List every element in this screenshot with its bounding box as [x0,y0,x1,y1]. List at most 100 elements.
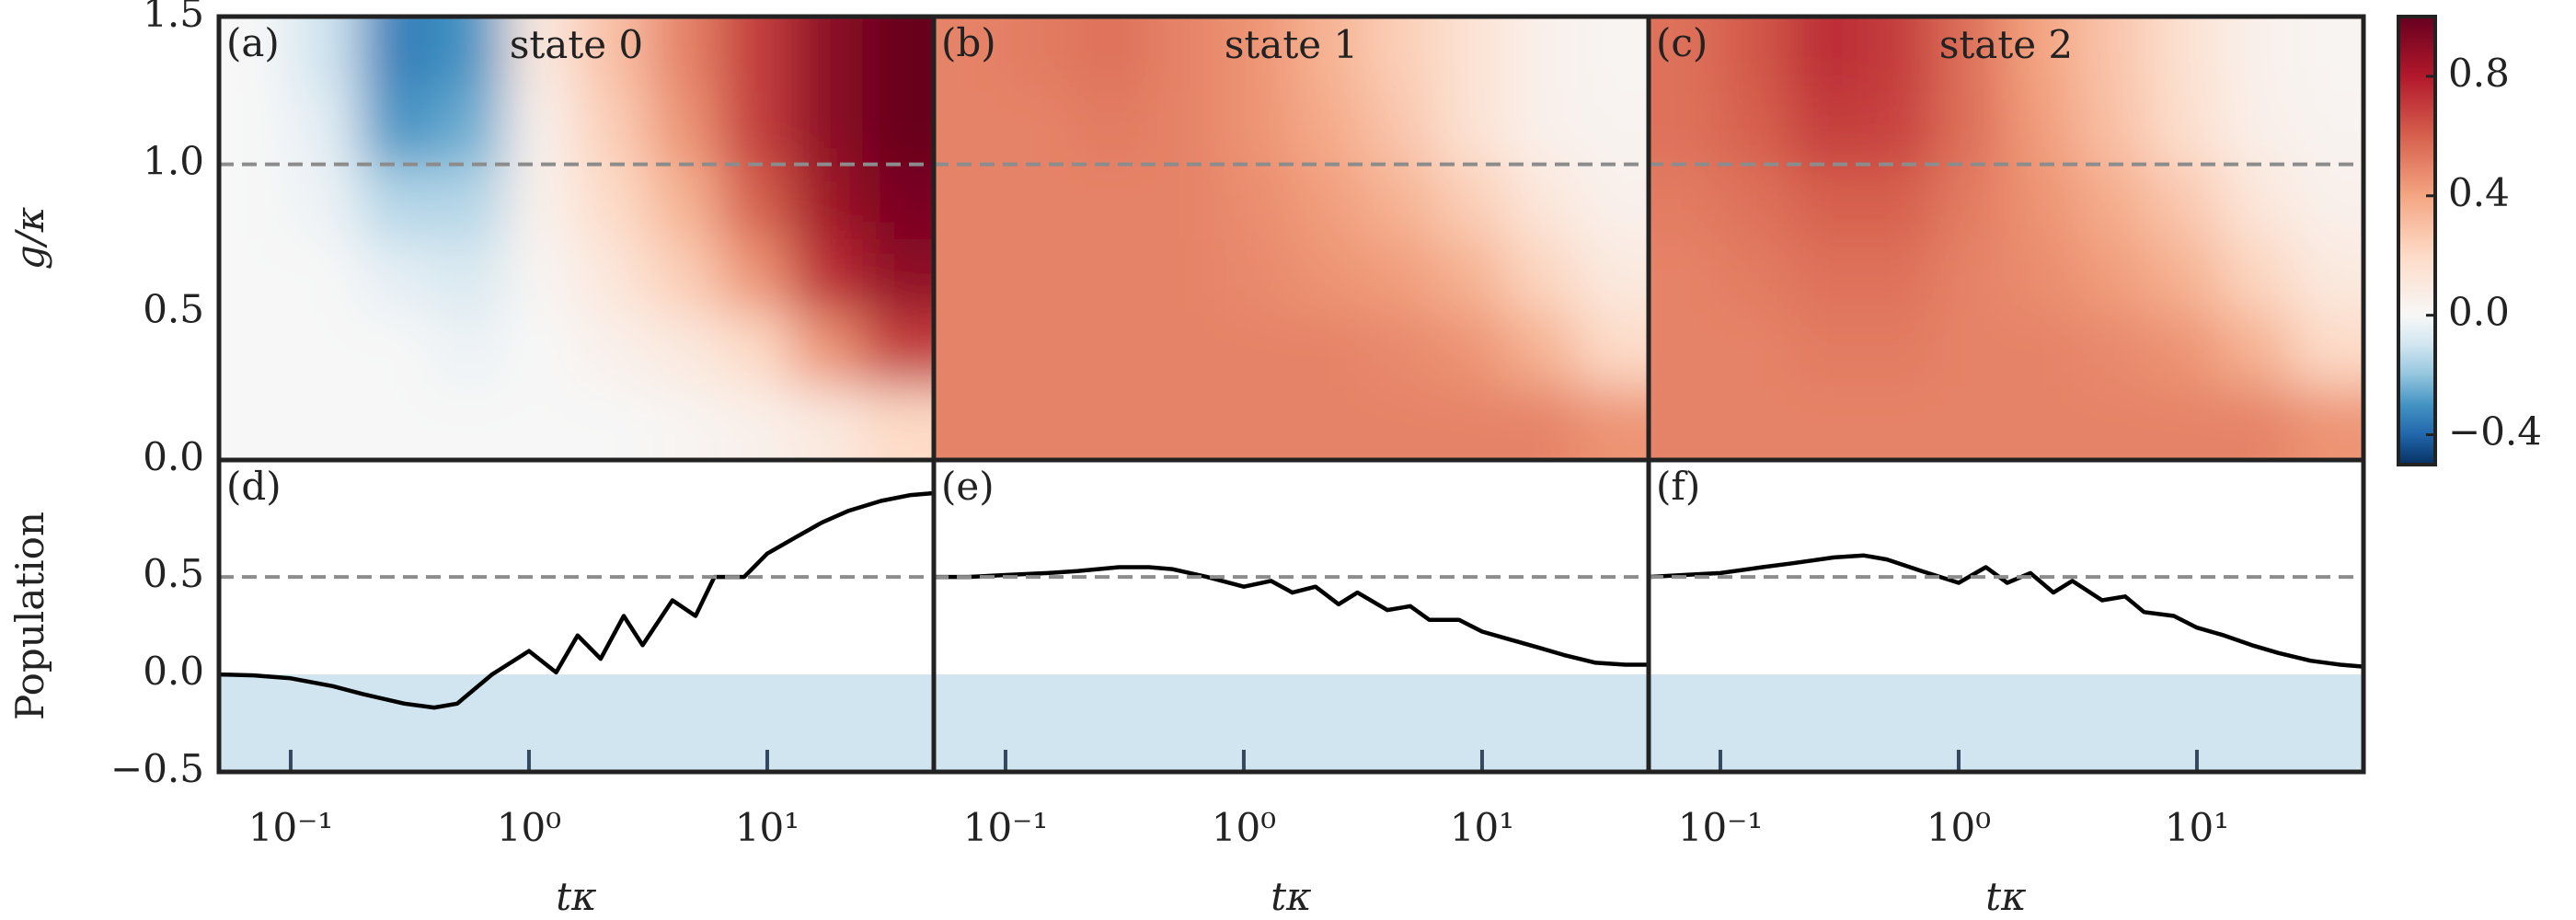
heatmap-cell [1649,385,1720,460]
x-tick-label: 10⁰ [1212,805,1276,850]
heatmap-cell [219,164,291,239]
heatmap-cell [1291,164,1364,239]
heatmap-cell [2006,312,2079,387]
heatmap-cell [504,17,578,92]
heatmap-cell [1649,238,1720,314]
panel-title: state 0 [510,22,643,67]
heatmap-cell [1291,238,1364,314]
heatmap-cell [289,238,362,314]
heatmap-cell [1291,312,1364,387]
x-tick-label: 10⁻¹ [248,805,333,850]
heatmap-cell [1363,312,1436,387]
heatmap-cell [504,312,578,387]
heatmap-cell [2220,385,2294,460]
heatmap-cell [1577,312,1649,387]
heatmap-cells [219,17,934,460]
heatmap-cell [1862,90,1936,166]
heatmap-cell [1790,312,1864,387]
panel-label: (b) [941,20,996,65]
heatmap-cell [504,90,578,166]
heatmap-cell [576,385,650,460]
panel-title: state 1 [1225,22,1358,67]
heatmap-cell [648,238,721,314]
heatmap-cell [1505,17,1579,92]
heatmap-cell [1147,17,1221,92]
x-axis-label: tκ [1985,874,2026,919]
heatmap-cell [219,385,291,460]
x-tick-label: 10¹ [1450,805,1514,850]
heatmap-cell [934,238,1006,314]
heatmap-cell [790,17,864,92]
panel-label: (d) [226,464,282,509]
y-axis-label: g/κ [7,207,52,270]
heatmap-cell [1147,385,1221,460]
heatmap-cell [1363,385,1436,460]
x-axis-label: tκ [1271,874,1311,919]
x-axis-label: tκ [556,874,596,919]
heatmap-cell [719,90,792,166]
heatmap-cell [2220,312,2294,387]
heatmap-cell [1147,238,1221,314]
heatmap-cell [432,312,506,387]
heatmap [934,17,1649,460]
negative-region [219,674,934,772]
heatmap-cell [934,312,1006,387]
heatmap-cell [1649,90,1720,166]
heatmap-cell [1577,164,1649,239]
heatmap-cell [1363,17,1436,92]
heatmap-cell [2149,385,2222,460]
heatmap-cells [1649,17,2363,460]
heatmap-cell [1291,385,1364,460]
heatmap-cell [1577,385,1649,460]
heatmap-cell [862,385,934,460]
heatmap-cell [1075,17,1149,92]
heatmap-cell [361,385,434,460]
heatmap-cell [2077,90,2151,166]
heatmap-cell [2292,385,2363,460]
heatmap-cell [1790,238,1864,314]
heatmap-cell [1004,385,1077,460]
heatmap-cell [1934,312,2007,387]
heatmap-cell [432,17,506,92]
heatmap-cell [361,312,434,387]
heatmap-cell [719,17,792,92]
heatmap-cell [2006,385,2079,460]
heatmap-cell [1147,164,1221,239]
heatmap-cell [1219,312,1293,387]
heatmap-cell [2149,312,2222,387]
heatmap-cell [862,238,934,314]
heatmap-cell [719,312,792,387]
colorbar-tick-label: 0.4 [2448,170,2510,215]
heatmap-cell [1219,164,1293,239]
heatmap-cell [1434,90,1507,166]
heatmap-cell [1862,17,1936,92]
heatmap-cell [1934,17,2007,92]
heatmap-cell [862,312,934,387]
heatmap-cells [934,17,1649,460]
heatmap-cell [289,312,362,387]
heatmap-cell [1219,238,1293,314]
panel-frame [1646,457,2366,775]
heatmap-cell [1219,385,1293,460]
heatmap-cell [1363,90,1436,166]
heatmap-cell [719,238,792,314]
heatmap-cell [1075,385,1149,460]
heatmap-cell [219,238,291,314]
heatmap-cell [289,164,362,239]
heatmap-cell [719,164,792,239]
heatmap-cell [2077,238,2151,314]
heatmap-cell [1075,164,1149,239]
heatmap-cell [1934,164,2007,239]
colorbar-tick-label: 0.0 [2448,290,2510,335]
heatmap-cell [1790,90,1864,166]
heatmap-cell [790,238,864,314]
heatmap-cell [1004,90,1077,166]
heatmap-cell [719,385,792,460]
heatmap-cell [648,312,721,387]
heatmap-cell [2077,17,2151,92]
heatmap-cell [1434,17,1507,92]
heatmap-cell [1649,17,1720,92]
heatmap-cell [1291,17,1364,92]
x-tick-label: 10⁻¹ [963,805,1048,850]
heatmap-cell [1075,238,1149,314]
